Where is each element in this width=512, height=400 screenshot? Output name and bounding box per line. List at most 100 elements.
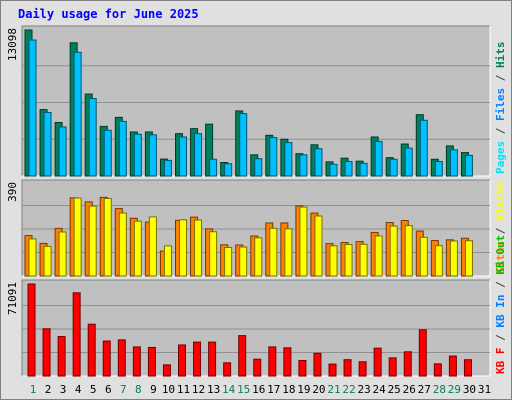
x-tick-label-day-22: 22: [342, 383, 355, 396]
panel-1-files-bar-day-16: [254, 158, 263, 177]
x-tick-label-day-24: 24: [373, 383, 387, 396]
x-tick-label-day-4: 4: [75, 383, 82, 396]
panel-3-kbf-bar-day-28: [433, 363, 442, 377]
chart-title: Daily usage for June 2025: [18, 7, 199, 21]
panel-3-kbf-bar-day-11: [178, 344, 186, 377]
x-tick-label-day-17: 17: [267, 383, 280, 396]
panel-1-files-bar-day-9: [148, 134, 157, 177]
legend-entry: KB Out: [494, 235, 507, 281]
x-tick-label-day-1: 1: [30, 383, 37, 396]
x-tick-label-day-16: 16: [252, 383, 265, 396]
x-tick-label-day-19: 19: [297, 383, 310, 396]
panel-2-visits-bar-day-20: [314, 215, 323, 277]
panel-3-kbf-bar-day-29: [448, 355, 457, 377]
panel-2-visits-bar-day-7: [118, 212, 127, 277]
panel-3-kbf-bar-day-19: [298, 359, 307, 377]
panel-3-kbf-bar-day-15: [238, 335, 247, 377]
panel-2-visits-bar-day-10: [163, 245, 172, 277]
panel-1-files-bar-day-26: [404, 147, 413, 177]
panel-2-visits-bar-day-4: [73, 197, 82, 277]
x-tick-label-day-2: 2: [45, 383, 52, 396]
panel-1-files-bar-day-19: [299, 154, 308, 177]
panel-1-files-bar-day-12: [194, 133, 203, 177]
panel-2-visits-bar-day-1: [28, 238, 37, 277]
panel-3-kbf-bar-day-4: [72, 292, 81, 377]
panel-3-kbf-bar-day-18: [283, 347, 292, 377]
panel-1-files-bar-day-13: [209, 158, 218, 177]
legend-entry: /: [494, 127, 507, 141]
panel-1-files-bar-day-17: [269, 137, 278, 177]
panel-2-visits-bar-day-30: [464, 240, 473, 277]
panel-1-legend: Pages / Files / Hits: [494, 42, 507, 175]
panel-3-kbf-bar-day-22: [343, 359, 352, 377]
x-tick-label-day-12: 12: [192, 383, 205, 396]
panel-3-kbf-bar-day-12: [193, 341, 202, 377]
panel-2-visits-bar-day-17: [269, 227, 278, 277]
panel-3-kbf-bar-day-6: [102, 340, 111, 377]
x-tick-label-day-13: 13: [207, 383, 220, 396]
panel-2-visits-bar-day-15: [239, 246, 248, 277]
x-tick-label-day-5: 5: [90, 383, 97, 396]
panel-2-visits-bar-day-28: [434, 245, 443, 277]
panel-3-ymax-label: 71091: [6, 282, 19, 315]
panel-1-files-bar-day-2: [43, 111, 52, 177]
panel-1-files-bar-day-7: [118, 120, 127, 177]
legend-entry: /: [494, 227, 507, 241]
panel-1-files-bar-day-11: [179, 136, 187, 177]
panel-2-visits-bar-day-11: [179, 219, 187, 277]
panel-2-visits-bar-day-19: [299, 206, 308, 277]
panel-1-files-bar-day-28: [434, 161, 443, 177]
panel-3-kbf-bar-day-25: [388, 357, 397, 377]
panel-2-visits-bar-day-26: [404, 225, 413, 277]
panel-1-files-bar-day-14: [224, 163, 233, 177]
panel-2-visits-bar-day-12: [194, 219, 203, 277]
panel-1-files-bar-day-24: [374, 140, 383, 177]
x-tick-label-day-15: 15: [237, 383, 250, 396]
x-tick-label-day-11: 11: [177, 383, 190, 396]
x-tick-label-day-29: 29: [448, 383, 461, 396]
panel-3-kbf-bar-day-3: [57, 336, 66, 377]
panel-2-visits-bar-day-9: [148, 216, 157, 277]
panel-3-kbf-bar-day-5: [87, 323, 96, 377]
x-tick-label-day-14: 14: [222, 383, 236, 396]
x-tick-label-day-10: 10: [162, 383, 175, 396]
panel-3-kbf-bar-day-30: [463, 359, 472, 377]
x-tick-label-day-7: 7: [120, 383, 127, 396]
panel-3-kbf-bar-day-13: [208, 341, 217, 377]
x-tick-label-day-6: 6: [105, 383, 112, 396]
panel-1-files-bar-day-22: [344, 161, 353, 177]
panel-2-visits-bar-day-18: [284, 228, 293, 277]
panel-2-visits-bar-day-6: [103, 197, 112, 277]
x-tick-label-day-31: 31: [478, 383, 491, 396]
panel-2-visits-bar-day-21: [329, 245, 338, 277]
panel-1-files-bar-day-23: [359, 162, 368, 177]
panel-1-border-dark: [21, 25, 490, 176]
panel-2-visits-bar-day-25: [389, 225, 398, 277]
panel-2-ymax-label: 390: [6, 182, 19, 202]
panel-2-visits-bar-day-16: [254, 237, 263, 277]
legend-entry: KB F: [494, 348, 507, 375]
panel-3-kbf-bar-day-26: [403, 351, 412, 377]
x-tick-label-day-30: 30: [463, 383, 476, 396]
panel-3-kbf-bar-day-17: [268, 346, 277, 377]
legend-entry: /: [494, 74, 507, 88]
legend-entry: Files: [494, 88, 507, 128]
panel-2-visits-bar-day-22: [344, 244, 353, 277]
panel-1-files-bar-day-10: [163, 159, 172, 177]
panel-1-files-bar-day-4: [73, 51, 82, 177]
panel-3-kbf-bar-day-9: [147, 346, 156, 377]
panel-3-border-dark: [21, 279, 490, 376]
legend-entry: /: [494, 281, 507, 295]
legend-entry: Sites: [494, 241, 507, 274]
panel-1-files-bar-day-25: [389, 158, 398, 177]
panel-2-legend: Sites / Visits: [494, 181, 507, 274]
panel-2-border-dark: [21, 179, 490, 276]
panel-1-files-bar-day-29: [449, 149, 458, 177]
x-tick-label-day-9: 9: [150, 383, 157, 396]
panel-1-files-bar-day-6: [103, 129, 112, 177]
panel-2-visits-bar-day-23: [359, 243, 368, 277]
x-tick-label-day-20: 20: [312, 383, 325, 396]
panel-1-ymax-label: 13098: [6, 28, 19, 61]
x-tick-label-day-8: 8: [135, 383, 142, 396]
